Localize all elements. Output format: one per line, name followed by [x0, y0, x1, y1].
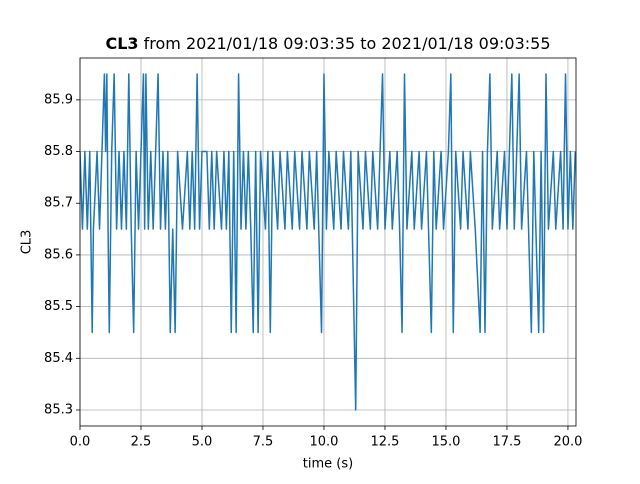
- y-tick-label: 85.7: [44, 196, 73, 211]
- title-rest: from 2021/01/18 09:03:35 to 2021/01/18 0…: [139, 34, 551, 53]
- y-tick-label: 85.3: [44, 402, 73, 417]
- title-bold: CL3: [105, 34, 138, 53]
- y-tick-label: 85.4: [44, 351, 73, 366]
- x-tick-label: 7.5: [253, 435, 274, 450]
- x-tick-label: 0.0: [70, 435, 91, 450]
- x-tick-label: 10.0: [309, 435, 338, 450]
- x-tick-label: 17.5: [492, 435, 521, 450]
- y-tick-label: 85.6: [44, 247, 73, 262]
- plot-frame: [79, 57, 577, 427]
- x-tick-label: 2.5: [131, 435, 152, 450]
- y-tick-label: 85.9: [44, 92, 73, 107]
- data-line: [80, 73, 576, 411]
- x-tick-label: 12.5: [370, 435, 399, 450]
- x-tick-label: 5.0: [192, 435, 213, 450]
- y-tick-label: 85.5: [44, 299, 73, 314]
- x-tick-label: 15.0: [431, 435, 460, 450]
- y-axis-label: CL3: [20, 230, 35, 255]
- x-tick-label: 20.0: [553, 435, 582, 450]
- x-axis-label: time (s): [303, 457, 353, 472]
- y-tick-label: 85.8: [44, 144, 73, 159]
- chart-title: CL3 from 2021/01/18 09:03:35 to 2021/01/…: [105, 34, 550, 53]
